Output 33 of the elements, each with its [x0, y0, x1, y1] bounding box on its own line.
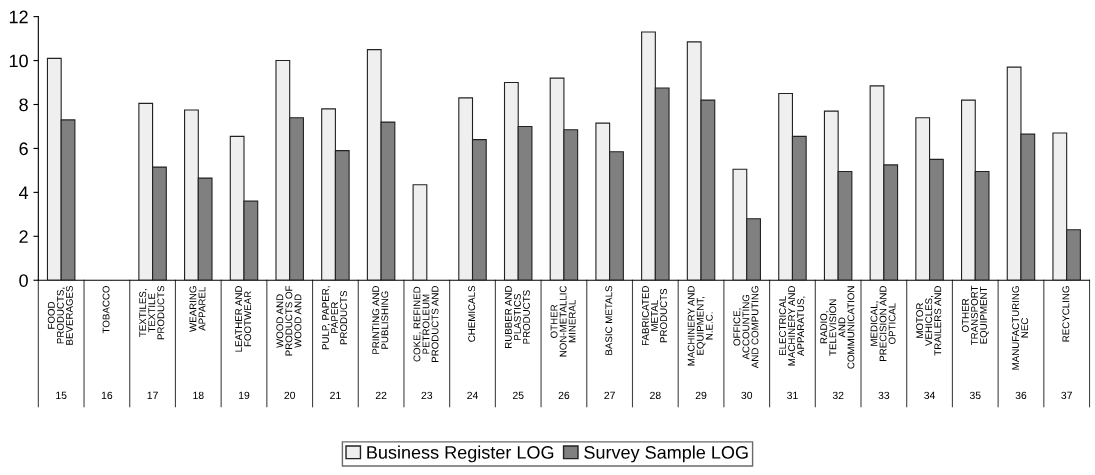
y-tick-label: 0	[19, 274, 28, 287]
legend-label: Business Register LOG	[367, 445, 554, 463]
category-label: RUBBER AND PLASTICS PRODUCTS 25	[504, 285, 530, 400]
y-tick-label: 10	[9, 54, 28, 68]
category-label: RECYCLING 37	[1061, 286, 1072, 400]
category-label: PRINTING AND PUBLISHING 22	[372, 285, 389, 399]
category-label: TEXTILES, TEXTILE PRODUCTS 17	[139, 285, 165, 399]
bar	[412, 184, 428, 281]
y-tick-label: 6	[19, 142, 28, 156]
category-label: FABRICATED METAL PRODUCTS 28	[642, 285, 668, 400]
category-label: OFFICE, ACCOUNTING AND COMPUTING 30	[733, 286, 759, 400]
category-label: MOTOR VEHICLES, TRAILERS AND 34	[916, 285, 942, 400]
category-label: FOOD PRODUCTS, BEVERAGES 15	[47, 285, 73, 400]
category-label: MACHINERY AND EQUIPMENT, N.E.C. 29	[687, 285, 713, 400]
y-tick-label: 8	[19, 98, 28, 112]
category-label: LEATHER AND FOOTWEAR 19	[235, 285, 252, 400]
category-label: BASIC METALS 27	[604, 285, 615, 399]
category-label: MEDICAL, PRECISION AND OPTICAL 33	[870, 285, 896, 400]
category-label: TOBACCO 16	[101, 285, 113, 400]
category-label: MANUFACTURING NEC 36	[1012, 286, 1029, 400]
category-label: OTHER TRANSPORT EQUIPMENT 35	[961, 285, 989, 400]
category-label: COKE, REFINED PETROLEUM PRODUCTS AND 23	[413, 285, 439, 400]
category-label: RADIO, TELEVISION AND COMMUNICATION 32	[820, 286, 855, 400]
y-tick-label: 4	[18, 186, 29, 199]
category-label: OTHER NON-METALLIC MINERAL 26	[550, 285, 576, 400]
category-label: WOOD AND PRODUCTS OF WOOD AND 20	[276, 285, 302, 400]
legend-label: Survey Sample LOG	[584, 445, 748, 463]
y-tick-label: 12	[9, 10, 28, 24]
category-label: WEARING APPAREL 18	[189, 286, 206, 400]
category-label: CHEMICALS 24	[467, 285, 479, 399]
y-tick-label: 2	[19, 230, 28, 243]
category-label: ELECTRICAL MACHINERY AND APPARATUS, 31	[779, 285, 806, 400]
category-label: PULP, PAPER, PAPER PRODUCTS 21	[322, 286, 348, 399]
